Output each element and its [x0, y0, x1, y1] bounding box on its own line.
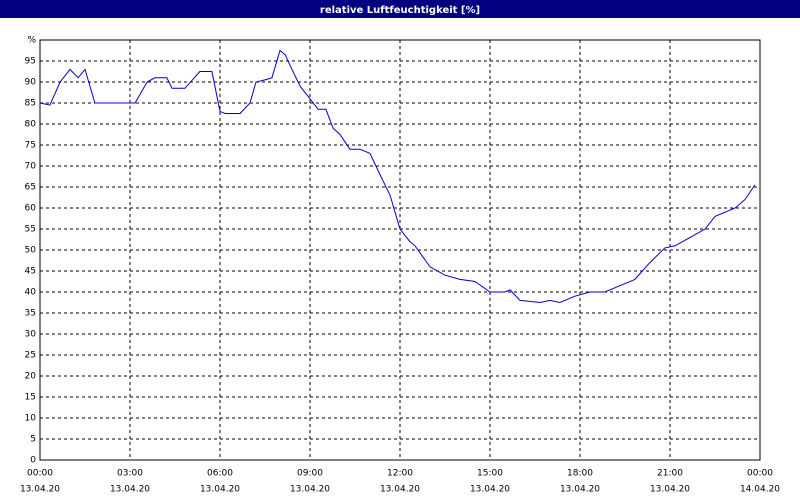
y-tick-label: 40	[25, 288, 37, 298]
y-tick-label: 50	[25, 246, 37, 256]
y-tick-label: 20	[25, 372, 37, 382]
x-tick-date: 14.04.20	[740, 485, 780, 495]
x-tick-date: 13.04.20	[290, 485, 330, 495]
x-tick-label: 03:00	[117, 469, 143, 479]
x-tick-date: 13.04.20	[200, 485, 240, 495]
x-tick-label: 06:00	[207, 469, 233, 479]
y-tick-label: 65	[25, 183, 36, 193]
x-tick-label: 00:00	[747, 469, 773, 479]
x-tick-label: 00:00	[27, 469, 53, 479]
y-tick-label: 80	[25, 120, 37, 130]
y-tick-label: 25	[25, 351, 36, 361]
y-tick-label: 35	[25, 309, 36, 319]
x-tick-date: 13.04.20	[560, 485, 600, 495]
x-tick-label: 09:00	[297, 469, 323, 479]
x-tick-date: 13.04.20	[470, 485, 510, 495]
title-bar	[0, 0, 800, 18]
y-tick-label: 90	[25, 78, 37, 88]
y-tick-label: 30	[25, 330, 37, 340]
x-tick-label: 18:00	[567, 469, 593, 479]
x-tick-date: 13.04.20	[380, 485, 420, 495]
data-line	[39, 49, 756, 304]
x-tick-label: 21:00	[657, 469, 683, 479]
x-tick-date: 13.04.20	[20, 485, 60, 495]
y-tick-label: 85	[25, 99, 36, 109]
x-tick-label: 15:00	[477, 469, 503, 479]
y-tick-label: 60	[25, 204, 37, 214]
y-tick-label: 0	[30, 456, 36, 466]
y-tick-label: 5	[30, 435, 36, 445]
y-tick-label: 15	[25, 393, 36, 403]
y-tick-label: 45	[25, 267, 36, 277]
y-tick-label: 10	[25, 414, 37, 424]
x-tick-date: 13.04.20	[110, 485, 150, 495]
y-tick-label: 55	[25, 225, 36, 235]
y-tick-label: %	[27, 36, 36, 46]
y-tick-label: 75	[25, 141, 36, 151]
x-tick-date: 13.04.20	[650, 485, 690, 495]
y-tick-label: 70	[25, 162, 37, 172]
chart-title: relative Luftfeuchtigkeit [%]	[320, 5, 480, 16]
x-tick-label: 12:00	[387, 469, 413, 479]
y-tick-label: 95	[25, 57, 36, 67]
